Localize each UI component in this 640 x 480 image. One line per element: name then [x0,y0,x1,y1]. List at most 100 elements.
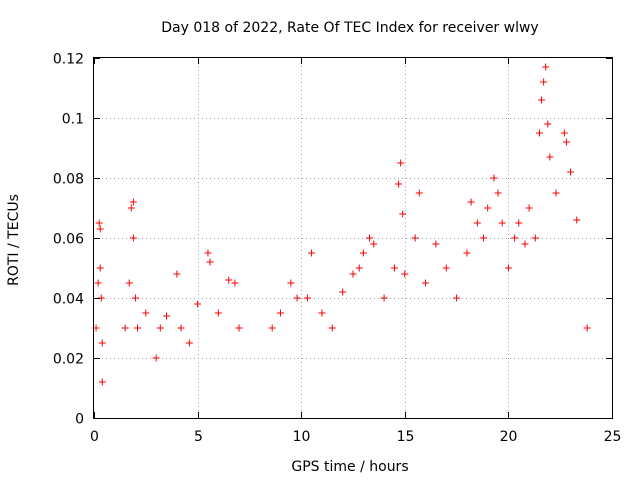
data-point [328,324,336,332]
data-point [498,219,506,227]
data-point [125,279,133,287]
data-point [206,258,214,266]
data-point [276,309,284,317]
data-point [504,264,512,272]
data-point [173,270,181,278]
data-point [442,264,450,272]
data-point [235,324,243,332]
data-point [567,168,575,176]
data-point [422,279,430,287]
data-point [521,240,529,248]
data-point [538,96,546,104]
data-point [463,249,471,257]
x-tick-label: 10 [293,429,311,445]
chart-title: Day 018 of 2022, Rate Of TEC Index for r… [161,20,538,36]
data-point [318,309,326,317]
data-point [349,270,357,278]
data-points [92,63,591,386]
data-point [142,309,150,317]
data-point [552,189,560,197]
data-point [515,219,523,227]
data-point [96,264,104,272]
data-point [540,78,548,86]
data-point [134,324,142,332]
x-tick-label: 0 [90,429,99,445]
data-point [214,309,222,317]
data-point [268,324,276,332]
data-point [96,225,104,233]
data-point [95,219,103,227]
data-point [531,234,539,242]
data-point [399,210,407,218]
data-point [98,339,106,347]
data-point [185,339,193,347]
x-axis-label: GPS time / hours [291,459,408,475]
data-point [544,120,552,128]
data-point [129,198,137,206]
data-point [129,234,137,242]
data-point [511,234,519,242]
data-point [397,159,405,167]
data-point [535,129,543,137]
data-point [411,234,419,242]
data-point [131,294,139,302]
data-point [542,63,550,71]
data-point [484,204,492,212]
data-point [94,279,102,287]
data-point [546,153,554,161]
grid-lines [94,58,612,418]
data-point [473,219,481,227]
data-point [467,198,475,206]
data-point [127,204,135,212]
data-point [370,240,378,248]
y-tick-label: 0.02 [53,352,84,368]
data-point [156,324,164,332]
plot-frame [93,57,613,419]
data-point [355,264,363,272]
data-point [380,294,388,302]
data-point [359,249,367,257]
y-tick-label: 0.1 [62,112,84,128]
y-tick-label: 0.04 [53,292,84,308]
x-tick-label: 5 [194,429,203,445]
data-point [480,234,488,242]
data-point [152,354,160,362]
y-tick-label: 0 [75,412,84,428]
data-point [287,279,295,287]
data-point [525,204,533,212]
y-tick-label: 0.08 [53,172,84,188]
data-point [415,189,423,197]
data-point [98,378,106,386]
data-point [231,279,239,287]
data-point [339,288,347,296]
x-tick-label: 20 [500,429,518,445]
data-point [573,216,581,224]
x-tick-label: 25 [604,429,622,445]
data-point [303,294,311,302]
data-point [308,249,316,257]
data-point [204,249,212,257]
axis-ticks: 0 0.02 0.04 0.06 0.08 0.1 0.12 0 5 10 15 20 25 [53,52,622,446]
data-point [194,300,202,308]
data-point [121,324,129,332]
data-point [560,129,568,137]
data-point [177,324,185,332]
data-point [562,138,570,146]
data-point [163,312,171,320]
data-point [225,276,233,284]
x-tick-label: 15 [397,429,415,445]
y-tick-label: 0.12 [53,52,84,68]
y-tick-label: 0.06 [53,232,84,248]
data-point [432,240,440,248]
y-axis-label: ROTI / TECUs [6,194,22,286]
data-point [395,180,403,188]
data-point [453,294,461,302]
data-point [583,324,591,332]
data-point [390,264,398,272]
data-point [366,234,374,242]
data-point [401,270,409,278]
data-point [293,294,301,302]
data-point [490,174,498,182]
data-point [494,189,502,197]
